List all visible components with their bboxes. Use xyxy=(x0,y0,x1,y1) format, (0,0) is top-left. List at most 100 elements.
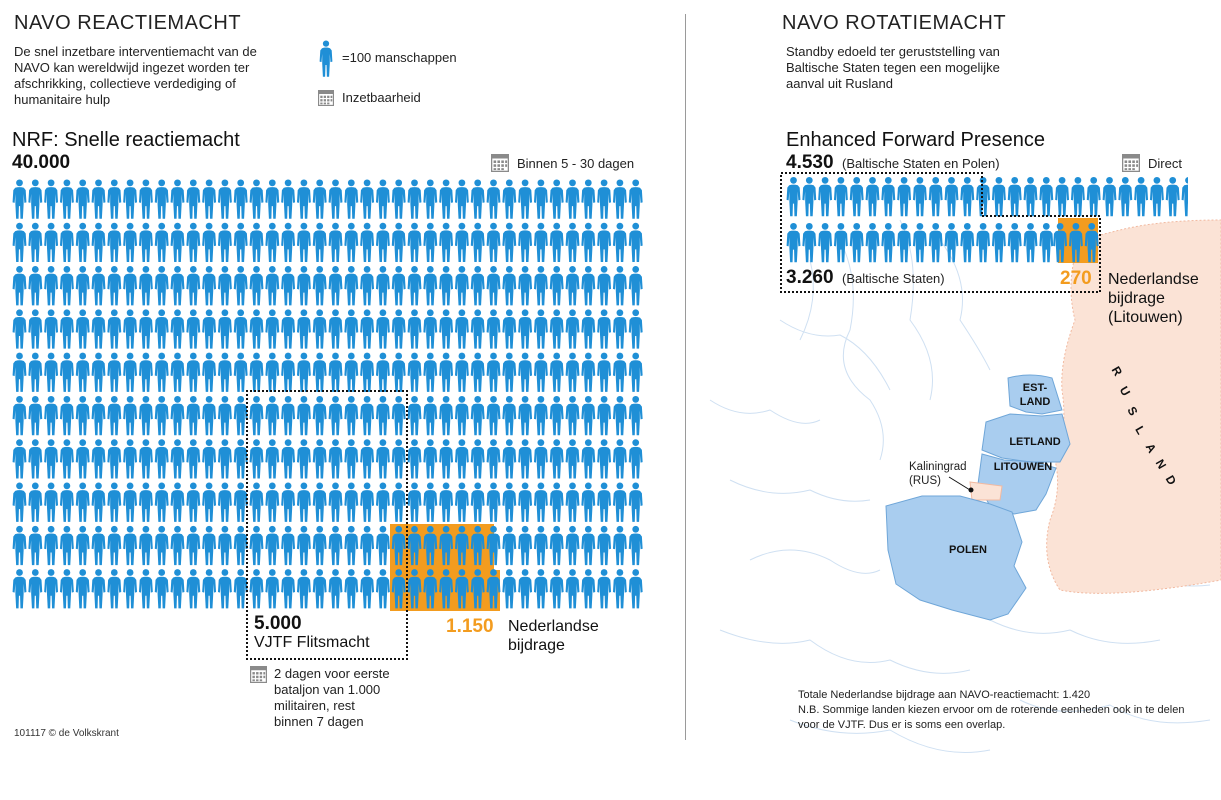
soldier-icon xyxy=(28,309,43,349)
soldier-icon xyxy=(217,395,232,436)
soldier-icon xyxy=(581,309,596,349)
soldier-icon xyxy=(202,439,217,479)
soldier-icon xyxy=(123,482,138,522)
soldier-icon xyxy=(597,525,612,566)
dutch-total-efp: 270 xyxy=(1060,268,1092,289)
soldier-icon xyxy=(518,525,533,566)
soldier-icon xyxy=(1118,176,1133,217)
soldier-icon xyxy=(581,482,596,522)
polen-shape xyxy=(885,495,1027,621)
soldier-icon xyxy=(44,179,59,219)
soldier-icon xyxy=(565,266,580,306)
soldier-icon xyxy=(439,482,454,522)
soldier-icon xyxy=(454,266,469,306)
soldier-icon xyxy=(28,222,43,263)
soldier-icon xyxy=(407,222,422,263)
soldier-icon xyxy=(486,309,501,349)
soldier-icon xyxy=(154,569,169,609)
soldier-icon xyxy=(44,439,59,479)
soldier-icon xyxy=(170,179,185,219)
soldier-icon xyxy=(549,482,564,522)
soldier-icon xyxy=(565,525,580,566)
soldier-icon xyxy=(470,352,485,392)
calendar-icon xyxy=(250,666,267,683)
soldier-icon xyxy=(423,179,438,219)
soldier-icon xyxy=(533,222,548,263)
soldier-icon xyxy=(107,482,122,522)
soldier-icon xyxy=(328,266,343,306)
soldier-icon xyxy=(91,222,106,263)
soldier-icon xyxy=(486,395,501,436)
soldier-icon xyxy=(44,352,59,392)
soldier-icon xyxy=(533,525,548,566)
soldier-icon xyxy=(344,266,359,306)
right-heading: NAVO ROTATIEMACHT xyxy=(782,12,1007,34)
soldier-icon xyxy=(454,309,469,349)
estland-label: EST- LAND xyxy=(1019,382,1051,408)
soldier-icon xyxy=(533,569,548,609)
soldier-icon xyxy=(454,222,469,263)
soldier-icon xyxy=(470,525,485,566)
soldier-icon xyxy=(565,482,580,522)
soldier-icon xyxy=(391,266,406,306)
soldier-icon xyxy=(518,309,533,349)
soldier-icon xyxy=(454,352,469,392)
soldier-icon xyxy=(91,395,106,436)
soldier-icon xyxy=(296,179,311,219)
soldier-icon xyxy=(502,179,517,219)
soldier-icon xyxy=(454,569,469,609)
soldier-icon xyxy=(123,222,138,263)
soldier-icon xyxy=(518,482,533,522)
soldier-icon xyxy=(439,309,454,349)
soldier-icon xyxy=(233,179,248,219)
soldier-icon xyxy=(59,569,74,609)
soldier-icon xyxy=(407,525,422,566)
soldier-icon xyxy=(170,439,185,479)
soldier-icon xyxy=(375,309,390,349)
soldier-icon xyxy=(407,482,422,522)
soldier-icon xyxy=(59,482,74,522)
soldier-icon xyxy=(28,439,43,479)
soldier-icon xyxy=(107,179,122,219)
soldier-icon xyxy=(470,395,485,436)
soldier-icon xyxy=(597,439,612,479)
soldier-icon xyxy=(581,179,596,219)
soldier-icon xyxy=(360,309,375,349)
soldier-icon xyxy=(470,179,485,219)
soldier-icon xyxy=(533,352,548,392)
soldier-icon xyxy=(138,352,153,392)
soldier-icon xyxy=(28,352,43,392)
panel-divider xyxy=(685,14,686,740)
soldier-icon xyxy=(154,525,169,566)
soldier-icon xyxy=(454,179,469,219)
soldier-icon xyxy=(439,395,454,436)
soldier-icon xyxy=(502,569,517,609)
soldier-icon xyxy=(12,395,27,436)
soldier-icon xyxy=(1165,176,1180,217)
soldier-icon xyxy=(138,309,153,349)
soldier-icon xyxy=(217,179,232,219)
soldier-icon xyxy=(328,352,343,392)
soldier-icon xyxy=(44,525,59,566)
soldier-icon xyxy=(107,222,122,263)
soldier-icon xyxy=(360,222,375,263)
soldier-icon xyxy=(91,266,106,306)
soldier-icon xyxy=(439,222,454,263)
calendar-icon xyxy=(491,154,509,172)
dutch-total-nrf: 1.150 xyxy=(446,616,494,637)
soldier-icon xyxy=(375,222,390,263)
letland-shape xyxy=(981,413,1071,463)
soldier-icon xyxy=(533,309,548,349)
soldier-icon xyxy=(597,569,612,609)
soldier-icon xyxy=(502,222,517,263)
soldier-icon xyxy=(518,222,533,263)
calendar-icon xyxy=(318,90,334,106)
right-intro: Standby edoeld ter geruststelling van Ba… xyxy=(786,44,1000,91)
soldier-icon xyxy=(91,525,106,566)
soldier-icon xyxy=(628,525,643,566)
soldier-icon xyxy=(518,179,533,219)
soldier-icon xyxy=(123,309,138,349)
estland-shape xyxy=(1007,374,1063,415)
nrf-deploy-time: Binnen 5 - 30 dagen xyxy=(491,154,634,172)
soldier-icon xyxy=(12,352,27,392)
